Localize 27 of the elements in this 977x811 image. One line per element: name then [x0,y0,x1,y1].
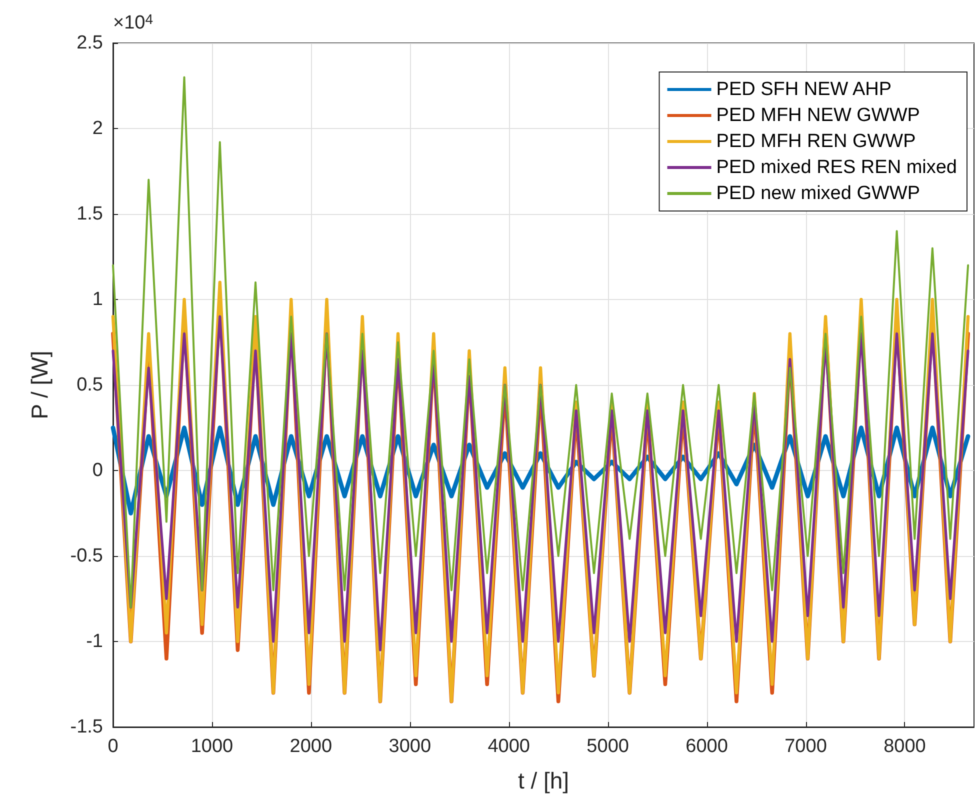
y-tick-label: 0.5 [76,374,103,396]
y-tick-label: 2 [92,118,103,139]
y-tick-label: 0 [92,460,103,481]
x-tick-label: 1000 [190,736,234,757]
x-tick-label: 5000 [586,736,629,757]
x-tick-label: 0 [108,736,118,757]
x-tick-label: 6000 [686,736,728,757]
y-axis-title: P / [W] [26,350,52,420]
legend-label: PED mixed RES REN mixed [716,157,958,178]
y-tick-label: -1.5 [70,716,103,738]
x-tick-label: 3000 [388,736,432,757]
x-tick-label: 7000 [784,736,827,757]
x-tick-label: 8000 [884,736,926,757]
x-tick-label: 4000 [488,736,530,757]
line-series [112,315,970,652]
x-tick-label: 2000 [290,736,332,757]
legend-label: PED MFH NEW GWWP [716,105,920,126]
legend-label: PED MFH REN GWWP [716,131,916,152]
legend-label: PED new mixed GWWP [716,183,920,204]
y-tick-label: 1 [92,289,103,310]
y-tick-label: -0.5 [70,546,103,566]
y-tick-label: -1 [86,631,103,652]
legend-label: PED SFH NEW AHP [716,79,892,100]
y-tick-label: 2.5 [76,32,103,54]
line-series [112,76,970,608]
x-axis-title: t / [h] [518,768,570,794]
y-tick-label: 1.5 [76,204,103,224]
